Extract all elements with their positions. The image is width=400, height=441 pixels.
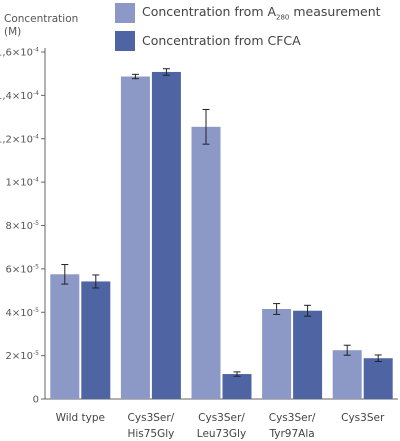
- x-tick-label-c3-l0: Cys3Ser/: [269, 412, 316, 424]
- x-tick-label-c3-l1: Tyr97Ala: [268, 428, 314, 440]
- x-tick-label-c1-l0: Cys3Ser/: [128, 412, 175, 424]
- legend-label-a280-tail: measurement: [289, 3, 381, 19]
- bar-s0-c3: [262, 308, 292, 399]
- x-tick-label-c2-l1: Leu73Gly: [197, 428, 246, 440]
- x-tick-label-c2-l0: Cys3Ser/: [198, 412, 245, 424]
- bar-s1-c4: [363, 358, 393, 399]
- y-tick-label-7: 1,4×10-4: [0, 90, 39, 102]
- bar-s1-c3: [293, 310, 323, 399]
- legend-label-a280: Concentration from A280 measurement: [142, 4, 381, 22]
- legend-label-cfca: Concentration from CFCA: [142, 33, 301, 48]
- bar-s1-c1: [151, 71, 181, 399]
- legend-swatch-a280: [115, 2, 135, 23]
- bar-s1-c0: [81, 281, 111, 399]
- legend-label-a280-main: Concentration from A: [142, 3, 277, 19]
- legend: Concentration from A280 measurement Conc…: [115, 2, 381, 58]
- y-tick-label-5: 1×10-4: [6, 177, 40, 189]
- y-tick-label-3: 6×10-5: [6, 263, 40, 275]
- bar-s0-c2: [191, 126, 221, 400]
- y-axis-label-line2: (M): [4, 26, 22, 38]
- y-axis-label: Concentration (M): [4, 13, 78, 39]
- y-tick-label-0: 0: [33, 395, 39, 406]
- y-tick-label-1: 2×10-5: [6, 350, 40, 362]
- y-axis-label-line1: Concentration: [4, 13, 79, 25]
- legend-swatch-cfca: [115, 30, 135, 51]
- legend-label-a280-sub: 280: [276, 13, 290, 22]
- bar-s1-c2: [222, 374, 252, 399]
- y-tick-label-4: 8×10-5: [6, 220, 40, 232]
- bar-s0-c1: [120, 76, 150, 400]
- y-tick-label-6: 1,2×10-4: [0, 133, 39, 145]
- y-tick-label-8: 1,6×10-4: [0, 47, 39, 59]
- bar-s0-c0: [50, 274, 80, 399]
- x-tick-label-c4-l0: Cys3Ser: [341, 412, 385, 424]
- bar-s0-c4: [332, 350, 362, 399]
- x-tick-label-c0-l0: Wild type: [56, 412, 105, 424]
- legend-item-cfca: Concentration from CFCA: [115, 30, 381, 51]
- legend-item-a280: Concentration from A280 measurement: [115, 2, 381, 23]
- x-tick-label-c1-l1: His75Gly: [127, 428, 174, 440]
- y-tick-label-2: 4×10-5: [6, 307, 40, 319]
